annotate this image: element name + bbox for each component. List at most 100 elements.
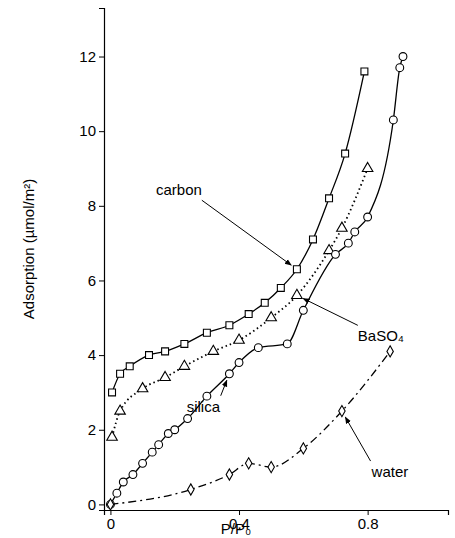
y-axis: 0 2 4 6 8 10 12 (79, 9, 104, 513)
series-line (112, 168, 368, 437)
data-point (188, 484, 194, 495)
data-point (293, 266, 300, 273)
data-point (171, 426, 179, 434)
tick-mark (99, 430, 104, 431)
axis-line (99, 9, 105, 511)
data-point (299, 306, 307, 314)
data-point (160, 371, 171, 380)
data-point (139, 459, 147, 467)
curve-label: BaSO₄ (358, 327, 404, 344)
tick: 2 (88, 421, 104, 438)
data-point (235, 359, 243, 367)
tick: 4 (88, 346, 104, 363)
data-point (344, 239, 352, 247)
data-point (226, 469, 232, 480)
label-arrow (202, 200, 291, 265)
data-point (109, 389, 116, 396)
tick-label: 0 (107, 515, 115, 532)
data-point (148, 448, 156, 456)
curve-label: water (371, 463, 409, 480)
curve-label: carbon (156, 181, 202, 198)
data-point (387, 346, 393, 357)
plot-area (107, 53, 407, 510)
tick-label: 12 (79, 48, 96, 65)
data-point (261, 299, 268, 306)
data-point (332, 250, 340, 258)
tick: 6 (88, 272, 104, 289)
data-point (113, 489, 121, 497)
tick: 0.8 (358, 510, 379, 532)
x-axis-title: P/P₀ (221, 520, 251, 537)
data-point (184, 415, 192, 423)
series-line (110, 57, 403, 505)
y-axis-title: Adsorption (µmol/m²) (20, 179, 37, 319)
tick-label: 0 (88, 496, 96, 513)
data-point (162, 348, 169, 355)
tick-label: 8 (88, 197, 96, 214)
data-point (337, 222, 348, 231)
data-point (399, 53, 407, 61)
data-point (277, 284, 284, 291)
x-axis: 00.40.8 (105, 510, 449, 532)
curve-labels: carbon BaSO₄ silica water (156, 181, 408, 480)
tick: 12 (79, 48, 104, 65)
label-arrow (345, 417, 370, 461)
tick-mark (99, 280, 104, 281)
data-point (326, 195, 333, 202)
data-point (266, 312, 277, 321)
data-point (268, 461, 274, 472)
data-point (342, 150, 349, 157)
axis-line (105, 511, 449, 516)
tick: 0 (107, 510, 115, 532)
data-point (107, 499, 113, 510)
series-line (110, 351, 390, 504)
tick-label: 4 (88, 346, 96, 363)
tick-mark (99, 57, 104, 58)
data-point (234, 334, 245, 343)
data-point (226, 322, 233, 329)
data-point (203, 329, 210, 336)
series-line (112, 71, 364, 392)
tick-mark (99, 206, 104, 207)
data-point (117, 370, 124, 377)
data-point (126, 363, 133, 370)
label-arrow (303, 298, 358, 325)
tick: 8 (88, 197, 104, 214)
tick-mark (99, 504, 104, 505)
label-arrow (221, 380, 227, 395)
data-point (396, 64, 404, 72)
data-point (300, 443, 306, 454)
tick-label: 2 (88, 421, 96, 438)
tick: 10 (79, 122, 104, 139)
data-point (181, 340, 188, 347)
data-point (119, 478, 127, 486)
tick-mark (99, 355, 104, 356)
data-point (129, 471, 137, 479)
tick-label: 0.8 (358, 515, 379, 532)
data-point (245, 311, 252, 318)
data-point (208, 345, 219, 354)
data-point (115, 405, 126, 414)
tick: 0 (88, 496, 104, 513)
data-point (283, 340, 291, 348)
tick-mark (99, 131, 104, 132)
data-point (339, 406, 345, 417)
data-point (362, 162, 373, 171)
data-point (292, 289, 303, 298)
data-point (179, 360, 190, 369)
data-point (361, 68, 368, 75)
curve-label: silica (187, 398, 221, 415)
data-point (155, 441, 163, 449)
data-point (137, 383, 148, 392)
tick-label: 6 (88, 272, 96, 289)
data-point (146, 352, 153, 359)
data-point (245, 458, 251, 469)
data-point (351, 228, 359, 236)
data-point (389, 116, 397, 124)
chart: 00.40.8024681012P/P₀Adsorption (µmol/m²)… (0, 0, 455, 538)
data-point (107, 431, 118, 440)
data-point (364, 213, 372, 221)
data-point (225, 370, 233, 378)
data-point (254, 344, 262, 352)
tick-label: 10 (79, 122, 96, 139)
